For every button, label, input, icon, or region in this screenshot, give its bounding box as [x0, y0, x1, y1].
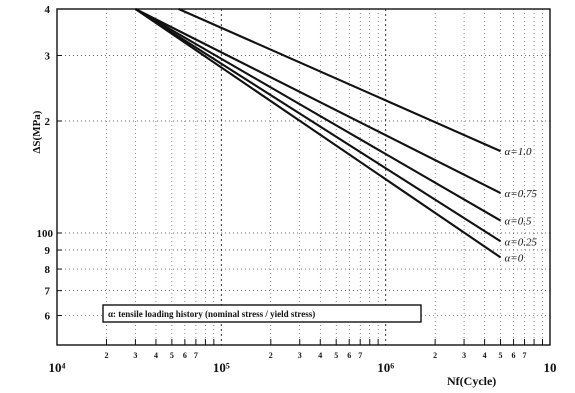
x-minor-tick-label: 3 [298, 351, 302, 360]
series-label: α=0 [505, 252, 524, 264]
y-axis-label: ΔS(MPa) [31, 110, 43, 153]
x-minor-tick-label: 4 [318, 351, 322, 360]
plot-frame [56, 8, 551, 346]
x-minor-tick-label: 4 [154, 351, 158, 360]
series-line [134, 8, 502, 222]
y-tick-label: 100 [37, 228, 54, 240]
annotation-text: α: tensile loading history (nominal stre… [108, 309, 315, 319]
annotation-box [102, 304, 422, 323]
x-minor-tick-label: 6 [183, 351, 187, 360]
grid-lines [57, 9, 550, 345]
x-tick-label: 10⁶ [377, 360, 394, 375]
y-tick-label: 7 [45, 286, 51, 298]
y-tick-label: 3 [45, 50, 51, 62]
x-tick-label: 10⁵ [213, 360, 230, 375]
x-minor-tick-label: 7 [358, 351, 362, 360]
x-minor-tick-label: 5 [334, 351, 338, 360]
series-label: α=1.0 [505, 146, 532, 158]
series-line [134, 8, 502, 243]
y-axis-ticks: 6 7 8 9 100 2 3 4 [37, 4, 62, 323]
y-tick-label: 8 [45, 264, 51, 276]
x-tick-label: 10 [544, 360, 557, 375]
x-minor-tick-label: 7 [194, 351, 198, 360]
series-label: α=0.25 [505, 236, 538, 248]
legend-annotation: α: tensile loading history (nominal stre… [102, 304, 422, 323]
y-tick-label: 4 [45, 4, 51, 16]
x-minor-tick-label: 6 [347, 351, 351, 360]
series-label: α=0.75 [505, 188, 538, 200]
x-tick-label: 10⁴ [49, 360, 66, 375]
x-minor-tick-label: 2 [269, 351, 273, 360]
x-minor-tick-label: 5 [499, 351, 503, 360]
x-minor-tick-label: 4 [483, 351, 487, 360]
series-label: α=0.5 [505, 216, 532, 228]
x-minor-tick-label: 5 [170, 351, 174, 360]
y-tick-label: 2 [45, 116, 51, 128]
x-minor-tick-label: 6 [512, 351, 516, 360]
x-minor-tick-label: 3 [133, 351, 137, 360]
x-minor-tick-label: 2 [433, 351, 437, 360]
x-minor-tick-label: 2 [104, 351, 108, 360]
series-line [178, 8, 501, 153]
x-axis-label: Nf(Cycle) [447, 374, 496, 388]
x-minor-tick-label: 3 [462, 351, 466, 360]
series-line [134, 8, 502, 259]
series-line [134, 8, 502, 195]
y-tick-label: 6 [45, 311, 51, 323]
x-minor-tick-label: 7 [523, 351, 527, 360]
y-tick-label: 9 [45, 245, 51, 257]
series-lines: α=1.0 α=0.75 α=0.5 α=0.25 α=0 [134, 8, 538, 264]
